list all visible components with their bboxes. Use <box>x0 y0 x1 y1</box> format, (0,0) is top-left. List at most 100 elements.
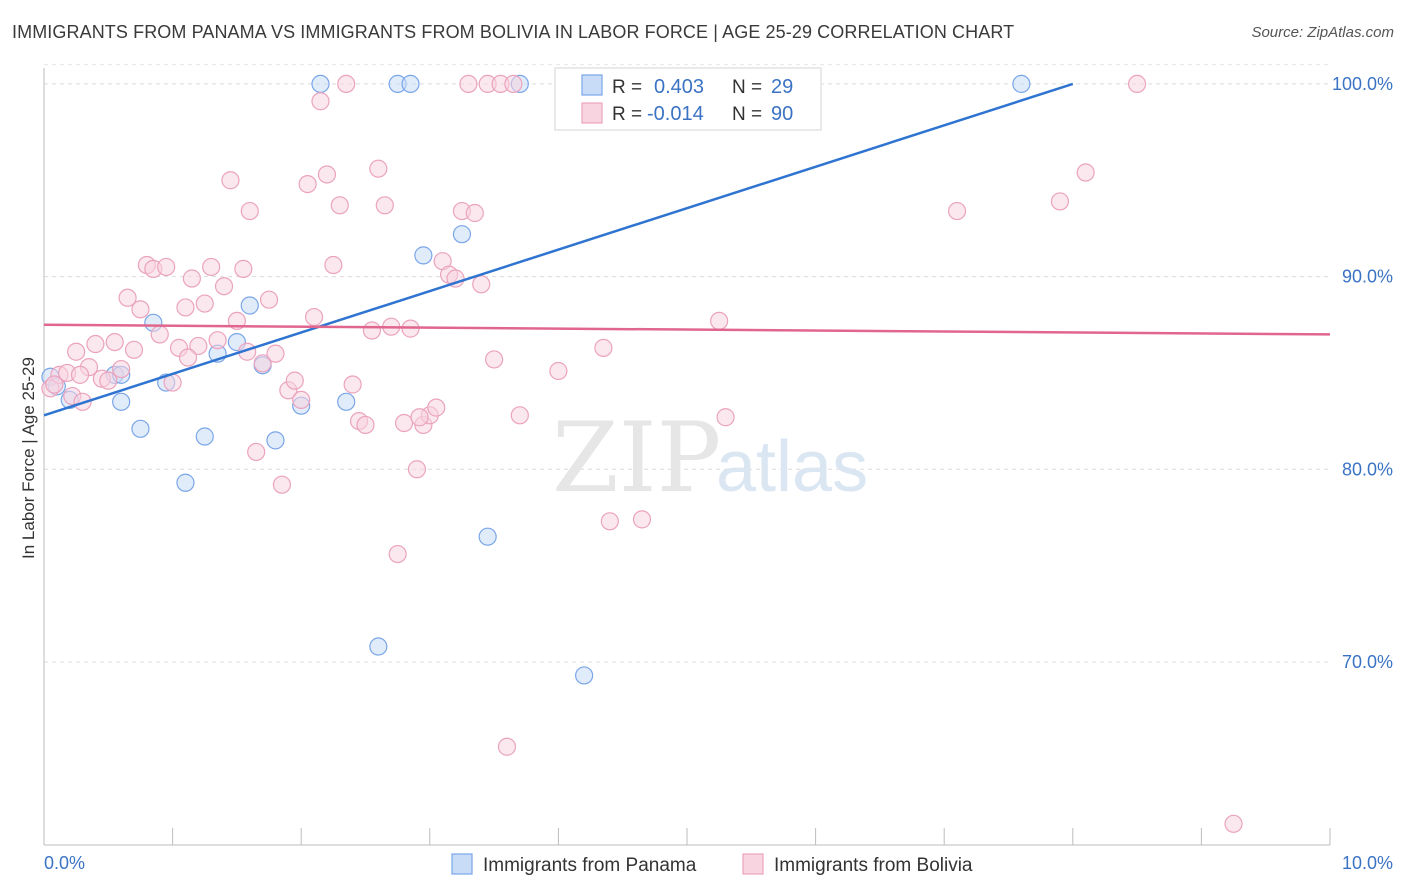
bolivia-point-17 <box>150 325 169 344</box>
y-tick-label-80: 80.0% <box>1342 459 1393 479</box>
bolivia-point-54 <box>388 544 407 564</box>
panama-point-21 <box>401 74 420 94</box>
bolivia-point-44 <box>324 255 343 275</box>
x-tick-labels: 0.0% 10.0% <box>44 853 1393 873</box>
bolivia-point-51 <box>369 159 388 178</box>
panama-trend-line <box>43 82 1074 417</box>
y-tick-label-100: 100.0% <box>1332 74 1393 94</box>
bolivia-point-22 <box>182 269 201 288</box>
bolivia-point-40 <box>298 174 317 194</box>
bolivia-point-78 <box>710 311 729 331</box>
watermark-atlas: atlas <box>716 427 868 507</box>
panama-point-9 <box>176 473 195 492</box>
bolivia-point-66 <box>465 203 484 223</box>
panama-point-23 <box>452 225 472 244</box>
bolivia-point-49 <box>356 415 375 435</box>
y-tick-label-70: 70.0% <box>1342 652 1393 672</box>
bolivia-point-30 <box>234 259 253 278</box>
panama-point-28 <box>1012 74 1031 94</box>
bolivia-point-42 <box>311 92 330 111</box>
watermark: ZIP atlas <box>552 402 868 514</box>
bolivia-point-43 <box>317 165 337 184</box>
bolivia-point-81 <box>1050 192 1070 211</box>
bolivia-point-83 <box>1127 74 1147 94</box>
panama-point-10 <box>195 427 214 446</box>
bolivia-point-9 <box>99 371 118 390</box>
bolivia-point-33 <box>253 354 272 373</box>
y-tick-labels: 70.0% 80.0% 90.0% 100.0% <box>1332 74 1393 672</box>
bolivia-point-77 <box>632 510 652 529</box>
stats-legend: R = 0.403 N = 29 R = -0.014 N = 90 <box>554 67 822 131</box>
bolivia-point-35 <box>266 344 285 363</box>
legend-swatch-bolivia <box>581 102 603 124</box>
bolivia-point-57 <box>407 460 427 479</box>
series-legend-swatch-panama <box>451 853 473 875</box>
legend-r-label-bolivia: R = <box>612 104 642 125</box>
bolivia-point-80 <box>947 201 967 221</box>
bolivia-point-88 <box>410 408 429 427</box>
bolivia-point-84 <box>1224 814 1243 833</box>
bolivia-point-73 <box>510 406 529 425</box>
bolivia-point-39 <box>292 390 311 410</box>
bolivia-point-85 <box>45 375 64 394</box>
bolivia-point-86 <box>70 365 90 384</box>
bolivia-point-79 <box>716 408 735 427</box>
bolivia-point-14 <box>131 300 150 319</box>
y-tick-label-90: 90.0% <box>1342 267 1393 287</box>
bolivia-point-47 <box>343 375 362 394</box>
bolivia-point-24 <box>195 294 214 313</box>
series-legend: Immigrants from Panama Immigrants from B… <box>451 853 973 876</box>
legend-n-value-panama: 29 <box>771 76 793 98</box>
series-legend-swatch-bolivia <box>742 853 764 875</box>
bolivia-point-27 <box>214 277 234 296</box>
bolivia-point-32 <box>247 442 266 462</box>
bolivia-point-13 <box>124 340 144 359</box>
data-points <box>41 74 1243 833</box>
bolivia-point-60 <box>427 398 446 417</box>
bolivia-point-82 <box>1076 163 1095 182</box>
bolivia-point-67 <box>472 275 491 294</box>
bolivia-point-72 <box>504 74 523 94</box>
bolivia-point-28 <box>221 171 240 190</box>
y-axis-label: In Labor Force | Age 25-29 <box>19 357 38 559</box>
legend-n-label-panama: N = <box>732 77 762 98</box>
trend-lines <box>43 82 1331 417</box>
panama-point-5 <box>112 392 131 411</box>
bolivia-point-36 <box>272 475 292 494</box>
bolivia-point-74 <box>549 361 568 381</box>
panama-point-26 <box>575 666 594 685</box>
bolivia-point-63 <box>446 269 465 288</box>
bolivia-point-50 <box>362 321 382 340</box>
bolivia-point-26 <box>208 331 227 350</box>
bolivia-point-71 <box>497 737 517 756</box>
bolivia-point-21 <box>176 298 195 317</box>
bolivia-point-45 <box>330 196 349 215</box>
panama-point-18 <box>337 392 356 411</box>
legend-r-label-panama: R = <box>612 77 642 98</box>
panama-point-13 <box>240 296 259 315</box>
bolivia-point-69 <box>485 350 504 369</box>
bolivia-point-31 <box>240 201 259 221</box>
panama-point-19 <box>369 637 388 656</box>
series-legend-label-panama: Immigrants from Panama <box>483 855 697 876</box>
legend-r-value-panama: 0.403 <box>654 76 704 98</box>
bolivia-point-23 <box>189 336 208 356</box>
bolivia-point-75 <box>594 338 613 357</box>
bolivia-point-11 <box>112 359 131 379</box>
bolivia-trend-line <box>43 323 1331 336</box>
bolivia-point-52 <box>375 196 394 215</box>
bolivia-point-12 <box>118 288 137 307</box>
source-label: Source: ZipAtlas.com <box>1251 24 1394 41</box>
bolivia-point-34 <box>259 290 279 309</box>
bolivia-point-25 <box>202 257 221 277</box>
axes <box>43 68 1331 846</box>
bolivia-point-87 <box>178 348 198 367</box>
legend-swatch-panama <box>581 74 603 96</box>
bolivia-point-18 <box>157 257 176 277</box>
chart-title: IMMIGRANTS FROM PANAMA VS IMMIGRANTS FRO… <box>12 22 1015 42</box>
x-tick-label-max: 10.0% <box>1342 853 1393 873</box>
gridlines <box>44 64 1330 663</box>
panama-point-15 <box>266 431 285 450</box>
bolivia-point-7 <box>86 334 105 354</box>
